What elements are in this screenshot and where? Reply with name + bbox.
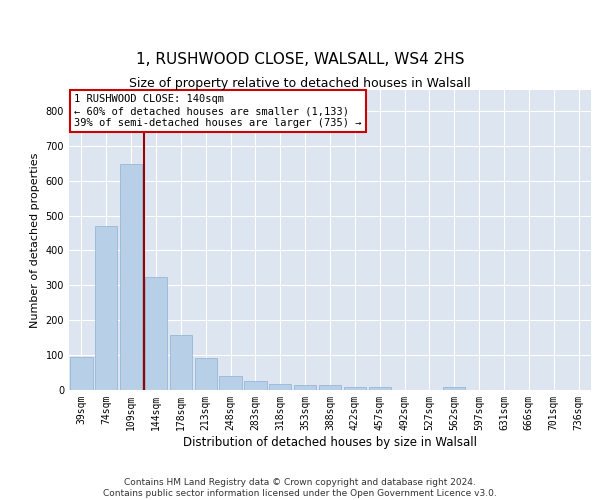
Text: 1, RUSHWOOD CLOSE, WALSALL, WS4 2HS: 1, RUSHWOOD CLOSE, WALSALL, WS4 2HS — [136, 52, 464, 68]
Bar — [70, 357, 92, 390]
Bar — [294, 385, 316, 390]
Bar — [344, 386, 366, 390]
Bar — [194, 358, 217, 390]
Text: Contains HM Land Registry data © Crown copyright and database right 2024.
Contai: Contains HM Land Registry data © Crown c… — [103, 478, 497, 498]
Bar — [368, 387, 391, 390]
Bar — [145, 276, 167, 390]
Bar — [95, 226, 118, 390]
Y-axis label: Number of detached properties: Number of detached properties — [30, 152, 40, 328]
Text: 1 RUSHWOOD CLOSE: 140sqm
← 60% of detached houses are smaller (1,133)
39% of sem: 1 RUSHWOOD CLOSE: 140sqm ← 60% of detach… — [74, 94, 362, 128]
X-axis label: Distribution of detached houses by size in Walsall: Distribution of detached houses by size … — [183, 436, 477, 448]
Bar — [120, 164, 142, 390]
Bar — [244, 382, 266, 390]
Bar — [319, 385, 341, 390]
Bar — [170, 335, 192, 390]
Text: Size of property relative to detached houses in Walsall: Size of property relative to detached ho… — [129, 78, 471, 90]
Bar — [269, 384, 292, 390]
Bar — [443, 387, 466, 390]
Bar — [220, 376, 242, 390]
